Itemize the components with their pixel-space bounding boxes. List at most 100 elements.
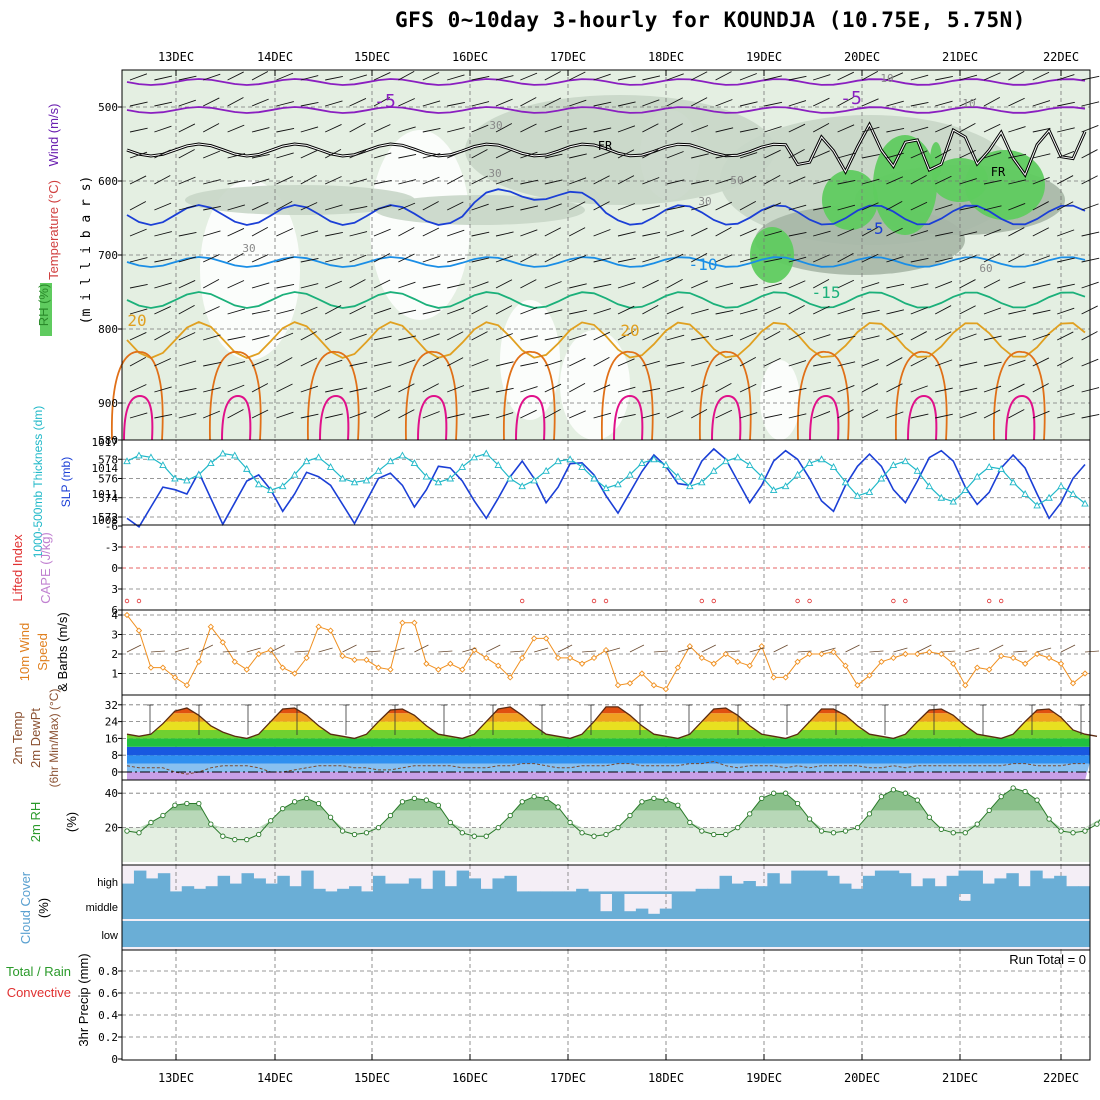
wind-barb bbox=[935, 257, 953, 263]
wind-barb bbox=[495, 279, 513, 289]
ylabel-rh: RH (%) bbox=[36, 284, 51, 327]
wind-barb bbox=[959, 411, 977, 419]
wind-barb bbox=[837, 228, 855, 237]
slp-line bbox=[126, 447, 1086, 529]
cloud-bar-middle bbox=[193, 893, 207, 919]
wind-speed-point bbox=[507, 674, 514, 681]
wind-barb bbox=[300, 306, 318, 315]
wind-barb bbox=[959, 231, 978, 237]
wind-barb-10m bbox=[629, 644, 645, 653]
wind-barb bbox=[1032, 71, 1050, 81]
thickness-point bbox=[805, 459, 814, 467]
cloud-bar-high bbox=[982, 883, 995, 894]
wind-speed-point bbox=[950, 660, 957, 667]
wind-barb bbox=[666, 306, 684, 315]
date-label-bottom: 17DEC bbox=[550, 1071, 586, 1085]
thickness-point bbox=[829, 463, 838, 470]
rh-point bbox=[914, 797, 920, 803]
wind-barb bbox=[544, 383, 562, 393]
wind-barb bbox=[837, 179, 856, 185]
wind-barb bbox=[886, 309, 904, 315]
wind-barb bbox=[251, 178, 270, 185]
wind-barb bbox=[129, 283, 148, 289]
wind-barb bbox=[325, 280, 342, 289]
cloud-bar-high bbox=[576, 888, 589, 894]
thickness-point bbox=[278, 482, 287, 490]
cloud-bar-high bbox=[886, 870, 900, 894]
lifted-index-point bbox=[124, 598, 130, 604]
cloud-bar-high bbox=[480, 888, 493, 894]
wind-barb bbox=[983, 361, 1002, 367]
wind-barb bbox=[788, 231, 807, 237]
y-tick-label: 2 bbox=[111, 648, 118, 661]
wind-barb bbox=[129, 412, 148, 419]
cloud-bar-high bbox=[1006, 873, 1019, 894]
wind-barb bbox=[788, 280, 806, 289]
wind-barb bbox=[203, 230, 221, 237]
cloud-bar-high bbox=[850, 888, 864, 894]
wind-barb bbox=[373, 409, 391, 419]
wind-barb bbox=[569, 177, 587, 185]
wind-barb bbox=[617, 386, 636, 393]
wind-barb bbox=[471, 257, 490, 263]
wind-barb bbox=[642, 412, 660, 419]
rh-point bbox=[854, 824, 861, 831]
cloud-bar-low bbox=[779, 921, 792, 947]
thickness-point bbox=[710, 466, 718, 474]
wind-speed-point bbox=[519, 654, 526, 662]
wind-barb bbox=[691, 204, 709, 211]
wind-barb bbox=[764, 202, 782, 211]
wind-barb bbox=[178, 387, 197, 393]
wind-barb bbox=[300, 413, 319, 419]
wind-barb bbox=[691, 280, 708, 289]
wind-barb bbox=[349, 305, 366, 315]
cloud-bar-low bbox=[133, 921, 147, 947]
wind-barb bbox=[276, 176, 293, 185]
cloud-bar-middle bbox=[157, 893, 171, 919]
cloud-bar-high bbox=[122, 883, 135, 894]
dewpoint-line bbox=[126, 760, 1085, 775]
cloud-bar-middle bbox=[169, 893, 183, 919]
wind-barb bbox=[642, 123, 659, 133]
wind-barb bbox=[715, 254, 733, 263]
rh-point bbox=[974, 821, 980, 827]
wind-barb bbox=[276, 127, 295, 133]
cloud-bar-middle bbox=[337, 893, 350, 919]
rh-point bbox=[399, 799, 406, 805]
cloud-bar-middle bbox=[301, 893, 314, 919]
wind-barb bbox=[593, 331, 611, 341]
y-tick-label: -3 bbox=[105, 541, 118, 554]
cloud-bar-high bbox=[468, 878, 482, 894]
thickness-point bbox=[147, 453, 155, 461]
cloud-bar-low bbox=[372, 921, 386, 947]
rh-point bbox=[375, 824, 382, 831]
wind-barb bbox=[886, 200, 903, 211]
cloud-bar-low bbox=[839, 921, 852, 947]
wind-barb bbox=[447, 229, 465, 237]
rh-point bbox=[878, 793, 885, 800]
rh-dry-region bbox=[760, 360, 800, 440]
contour-label: -10 bbox=[689, 255, 718, 274]
rh-point bbox=[1070, 830, 1076, 836]
wind-barb bbox=[617, 413, 636, 419]
wind-barb bbox=[568, 201, 586, 211]
cloud-bar-middle bbox=[779, 893, 792, 919]
thickness-point bbox=[1009, 478, 1017, 486]
temperature-contour-25 bbox=[699, 350, 752, 441]
rh-point bbox=[591, 833, 597, 839]
wind-barb-10m bbox=[989, 644, 1004, 653]
wind-barb bbox=[983, 279, 1001, 289]
thickness-point bbox=[674, 472, 682, 480]
wind-barb bbox=[886, 256, 904, 263]
thickness-point bbox=[745, 461, 754, 468]
temperature-contour-30 bbox=[417, 394, 448, 441]
wind-barb bbox=[1032, 177, 1050, 185]
temperature-band bbox=[127, 721, 1090, 730]
wind-barb bbox=[178, 256, 197, 263]
wind-barb bbox=[910, 257, 929, 263]
wind-speed-point bbox=[854, 682, 861, 689]
y-tick-label: 24 bbox=[105, 716, 119, 729]
thickness-point bbox=[398, 451, 407, 459]
ylabel-cloud: Cloud Cover bbox=[18, 871, 33, 944]
wind-barb bbox=[178, 149, 195, 159]
